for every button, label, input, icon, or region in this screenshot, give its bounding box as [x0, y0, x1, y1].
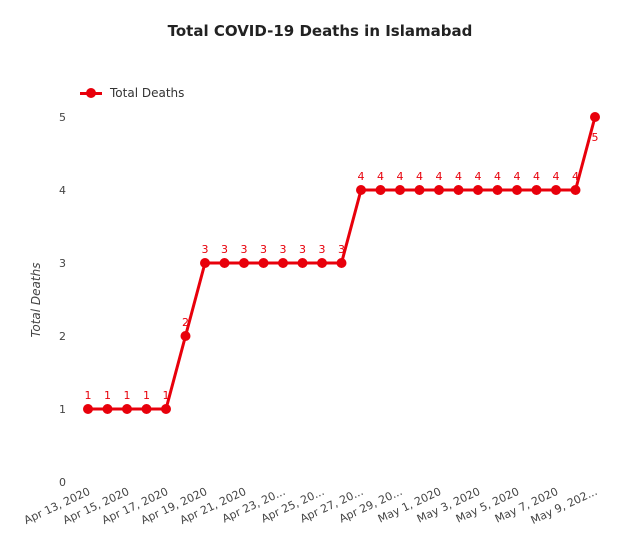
- data-label: 4: [358, 170, 365, 183]
- data-point[interactable]: [83, 404, 93, 414]
- y-tick-label: 1: [59, 403, 66, 416]
- data-point[interactable]: [122, 404, 132, 414]
- data-point[interactable]: [414, 185, 425, 195]
- legend-swatch: [80, 86, 102, 100]
- data-point[interactable]: [297, 258, 308, 268]
- data-label: 1: [143, 389, 150, 402]
- data-label: 3: [202, 243, 209, 256]
- y-axis: 0 1 2 3 4 5: [59, 111, 66, 489]
- data-point[interactable]: [200, 258, 210, 268]
- data-point[interactable]: [161, 404, 171, 414]
- data-label: 4: [455, 170, 462, 183]
- data-label: 1: [163, 389, 170, 402]
- data-point[interactable]: [551, 185, 561, 195]
- data-point[interactable]: [336, 258, 347, 268]
- data-point[interactable]: [434, 185, 444, 195]
- y-tick-label: 5: [59, 111, 66, 124]
- data-point[interactable]: [395, 185, 405, 195]
- data-label: 2: [182, 316, 189, 329]
- data-point[interactable]: [570, 185, 581, 195]
- data-point[interactable]: [258, 258, 269, 268]
- data-label: 1: [85, 389, 92, 402]
- data-label: 4: [572, 170, 579, 183]
- data-point[interactable]: [531, 185, 542, 195]
- y-tick-label: 0: [59, 476, 66, 489]
- data-label: 4: [494, 170, 501, 183]
- data-point[interactable]: [590, 112, 600, 122]
- y-tick-label: 2: [59, 330, 66, 343]
- series-total-deaths: 1 1 1 1 123 3 3 3 3 3 3 34 4 4 4 4 4 4 4 4 4 4 45: [83, 112, 600, 414]
- data-label: 3: [280, 243, 287, 256]
- data-point[interactable]: [239, 258, 249, 268]
- data-point[interactable]: [375, 185, 386, 195]
- data-label: 3: [299, 243, 306, 256]
- data-point[interactable]: [453, 185, 464, 195]
- data-point[interactable]: [278, 258, 288, 268]
- data-label: 3: [260, 243, 267, 256]
- data-label: 4: [553, 170, 560, 183]
- y-tick-label: 4: [59, 184, 66, 197]
- data-label: 3: [319, 243, 326, 256]
- legend[interactable]: Total Deaths: [80, 86, 184, 100]
- data-point[interactable]: [492, 185, 503, 195]
- data-point[interactable]: [473, 185, 483, 195]
- data-label: 3: [338, 243, 345, 256]
- data-label: 4: [475, 170, 482, 183]
- data-point[interactable]: [219, 258, 230, 268]
- data-point[interactable]: [317, 258, 327, 268]
- chart-title: Total COVID-19 Deaths in Islamabad: [167, 22, 473, 40]
- data-point[interactable]: [356, 185, 366, 195]
- data-label: 4: [377, 170, 384, 183]
- data-point[interactable]: [512, 185, 522, 195]
- y-tick-label: 3: [59, 257, 66, 270]
- data-label: 4: [533, 170, 540, 183]
- data-label: 3: [241, 243, 248, 256]
- data-label: 4: [416, 170, 423, 183]
- data-label: 4: [397, 170, 404, 183]
- data-label: 5: [592, 131, 599, 144]
- data-point[interactable]: [141, 404, 152, 414]
- data-label: 1: [124, 389, 131, 402]
- data-label: 4: [436, 170, 443, 183]
- y-axis-title: Total Deaths: [29, 263, 43, 338]
- data-label: 1: [104, 389, 111, 402]
- data-point[interactable]: [180, 331, 191, 341]
- data-point[interactable]: [102, 404, 113, 414]
- data-label: 3: [221, 243, 228, 256]
- data-label: 4: [514, 170, 521, 183]
- legend-label: Total Deaths: [110, 86, 185, 100]
